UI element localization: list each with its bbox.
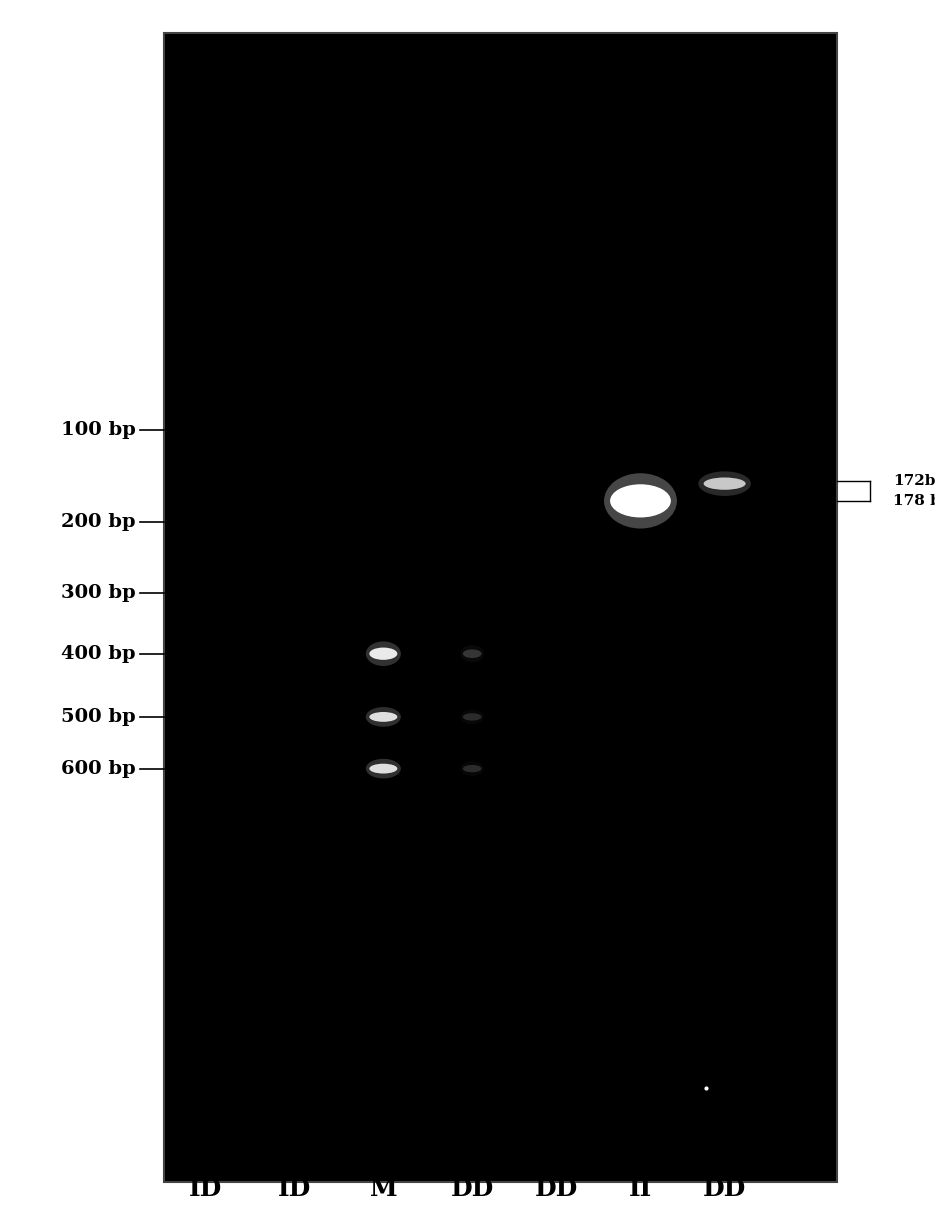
Ellipse shape	[463, 764, 482, 772]
Text: 500 bp: 500 bp	[61, 708, 136, 726]
Ellipse shape	[369, 763, 397, 773]
Text: 600 bp: 600 bp	[61, 760, 136, 778]
Text: ID: ID	[278, 1176, 311, 1201]
Ellipse shape	[610, 484, 671, 517]
Ellipse shape	[698, 472, 751, 497]
Text: 200 bp: 200 bp	[61, 512, 136, 531]
Ellipse shape	[703, 478, 746, 490]
Text: DD: DD	[451, 1176, 494, 1201]
Ellipse shape	[463, 713, 482, 720]
Text: ID: ID	[189, 1176, 223, 1201]
Text: DD: DD	[535, 1176, 578, 1201]
Text: M: M	[369, 1176, 397, 1201]
Text: 300 bp: 300 bp	[61, 584, 136, 602]
Ellipse shape	[369, 712, 397, 721]
Ellipse shape	[366, 642, 401, 666]
Ellipse shape	[463, 649, 482, 658]
Bar	[164, 33, 837, 1182]
Text: II: II	[629, 1176, 652, 1201]
Ellipse shape	[604, 473, 677, 528]
Ellipse shape	[366, 707, 401, 726]
Text: 100 bp: 100 bp	[61, 420, 136, 439]
Text: 178 bp: 178 bp	[893, 494, 935, 508]
Text: DD: DD	[703, 1176, 746, 1201]
Text: 400 bp: 400 bp	[61, 645, 136, 662]
Ellipse shape	[366, 758, 401, 778]
Text: 172bp: 172bp	[893, 474, 935, 488]
Ellipse shape	[369, 648, 397, 660]
